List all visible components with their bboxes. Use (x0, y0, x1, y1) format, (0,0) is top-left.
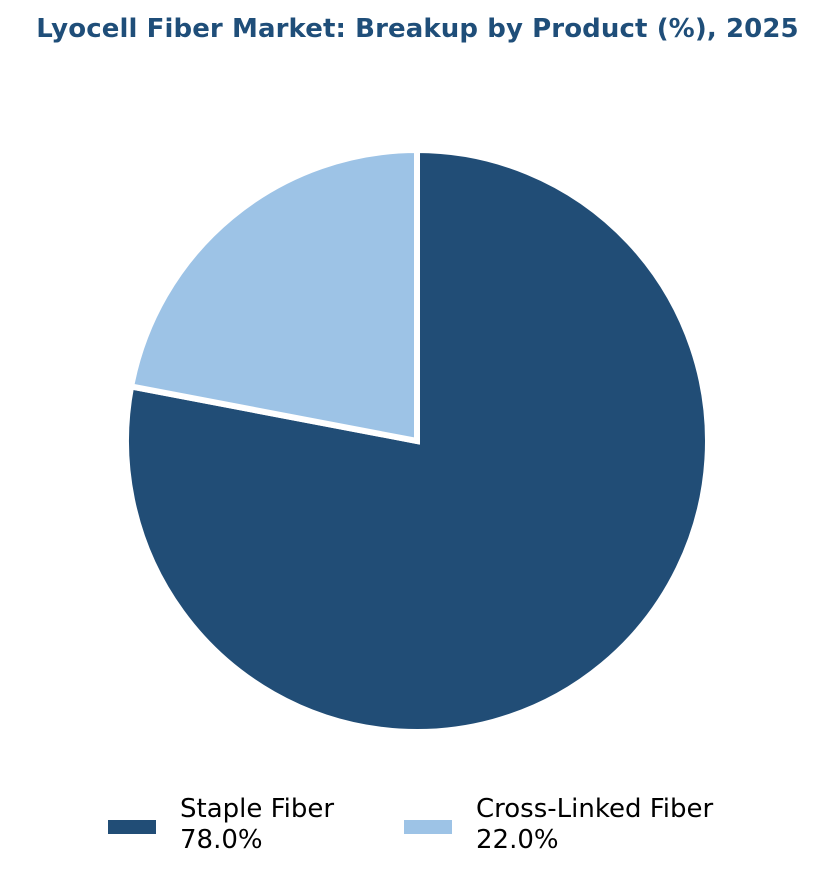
legend-swatch-staple-fiber (108, 820, 156, 834)
legend-label-cross-linked-fiber: Cross-Linked Fiber (476, 794, 714, 824)
legend-value-cross-linked-fiber: 22.0% (476, 825, 559, 855)
pie-slice-staple-fiber (123, 146, 711, 735)
legend-label-staple-fiber: Staple Fiber (180, 794, 335, 824)
legend: Staple Fiber 78.0% Cross-Linked Fiber 22… (0, 794, 835, 864)
legend-value-staple-fiber: 78.0% (180, 825, 263, 855)
pie-slice-cross-linked-fiber (127, 146, 420, 445)
chart-title: Lyocell Fiber Market: Breakup by Product… (36, 14, 799, 44)
legend-swatch-cross-linked-fiber (404, 820, 452, 834)
